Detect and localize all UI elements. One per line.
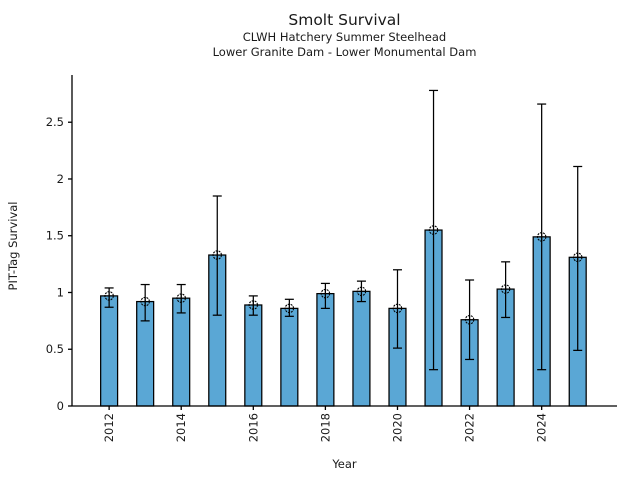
bar-2018 <box>316 292 335 407</box>
x-tick-label: 2022 <box>463 413 477 442</box>
bar-2012 <box>100 295 119 407</box>
x-tick-label: 2012 <box>102 413 116 442</box>
y-tick-label: 2 <box>57 172 64 186</box>
x-tick-label: 2014 <box>174 413 188 442</box>
bar-2016 <box>244 304 263 407</box>
y-tick-label: 2.5 <box>46 115 64 129</box>
x-tick-label: 2020 <box>390 413 404 442</box>
bar-2017 <box>280 307 299 407</box>
y-axis-label: PIT-Tag Survival <box>6 202 20 291</box>
y-tick-label: 1 <box>57 285 64 299</box>
x-axis-label: Year <box>331 457 357 471</box>
bar-2019 <box>352 290 371 407</box>
y-tick-label: 0 <box>57 399 64 413</box>
x-tick-label: 2024 <box>535 413 549 442</box>
y-tick-label: 1.5 <box>46 229 64 243</box>
bar-2014 <box>172 297 191 407</box>
x-tick-label: 2018 <box>318 413 332 442</box>
chart-subtitle-line1: CLWH Hatchery Summer Steelhead <box>243 30 446 44</box>
y-tick-label: 0.5 <box>46 342 64 356</box>
x-tick-label: 2016 <box>246 413 260 442</box>
chart-title: Smolt Survival <box>288 11 400 29</box>
plot-area: 0 0.5 1 1.5 2 2.5 2012 2014 2016 2018 2020 2022 2024 <box>46 75 617 442</box>
chart-subtitle-line2: Lower Granite Dam - Lower Monumental Dam <box>213 45 477 59</box>
